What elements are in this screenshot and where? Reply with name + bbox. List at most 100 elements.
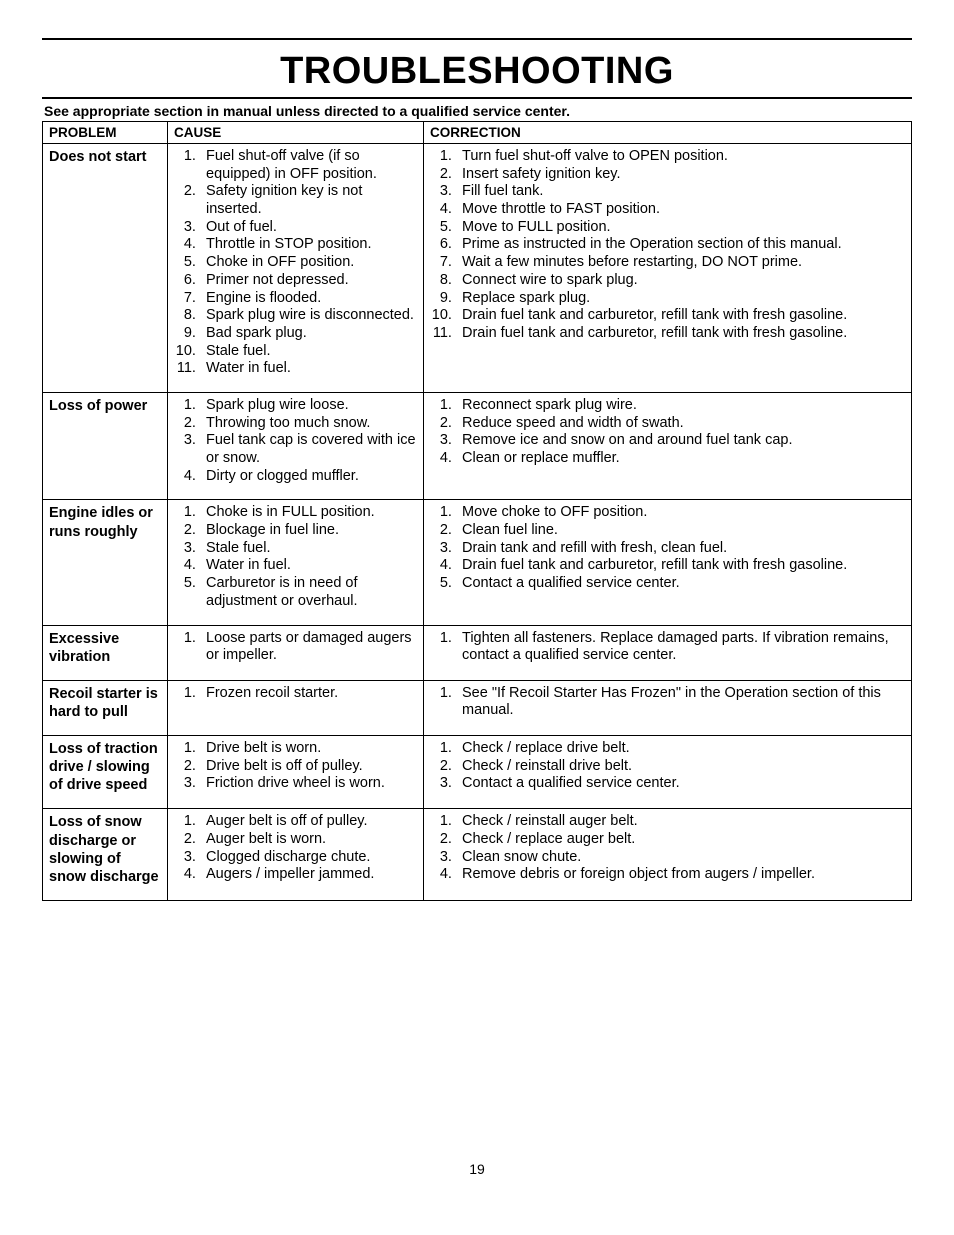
cause-list: Spark plug wire loose.Throwing too much … — [174, 397, 417, 485]
cause-cell: Choke is in FULL position.Blockage in fu… — [168, 500, 424, 625]
list-item: Drain tank and refill with fresh, clean … — [460, 540, 905, 558]
page: TROUBLESHOOTING See appropriate section … — [42, 38, 912, 1177]
list-item: Friction drive wheel is worn. — [204, 775, 417, 793]
correction-list: Move choke to OFF position.Clean fuel li… — [430, 504, 905, 592]
list-item: Contact a qualified service center. — [460, 775, 905, 793]
list-item: Auger belt is worn. — [204, 831, 417, 849]
cause-cell: Drive belt is worn.Drive belt is off of … — [168, 736, 424, 809]
list-item: Fuel tank cap is covered with ice or sno… — [204, 432, 417, 467]
table-row: Loss of traction drive / slowing of driv… — [43, 736, 912, 809]
list-item: Check / reinstall drive belt. — [460, 758, 905, 776]
table-row: Does not start Fuel shut-off valve (if so… — [43, 144, 912, 393]
list-item: Fill fuel tank. — [460, 183, 905, 201]
list-item: Clogged discharge chute. — [204, 849, 417, 867]
problem-cell: Recoil starter is hard to pull — [43, 680, 168, 735]
table-row: Loss of snow discharge or slowing of sno… — [43, 809, 912, 901]
cause-cell: Loose parts or damaged augers or impelle… — [168, 625, 424, 680]
cause-cell: Fuel shut-off valve (if so equipped) in … — [168, 144, 424, 393]
problem-cell: Loss of traction drive / slowing of driv… — [43, 736, 168, 809]
problem-cell: Loss of power — [43, 392, 168, 499]
correction-cell: Check / reinstall auger belt.Check / rep… — [424, 809, 912, 901]
correction-list: Turn fuel shut-off valve to OPEN positio… — [430, 148, 905, 343]
list-item: Frozen recoil starter. — [204, 685, 417, 703]
cause-cell: Frozen recoil starter. — [168, 680, 424, 735]
troubleshooting-table: PROBLEM CAUSE CORRECTION Does not startF… — [42, 121, 912, 901]
cause-cell: Auger belt is off of pulley.Auger belt i… — [168, 809, 424, 901]
problem-cell: Loss of snow discharge or slowing of sno… — [43, 809, 168, 901]
lead-sentence: See appropriate section in manual unless… — [44, 103, 912, 119]
list-item: Drain fuel tank and carburetor, refill t… — [460, 307, 905, 325]
table-row: Excessive vibration Loose parts or damage… — [43, 625, 912, 680]
list-item: Drain fuel tank and carburetor, refill t… — [460, 557, 905, 575]
list-item: Tighten all fasteners. Replace damaged p… — [460, 630, 905, 665]
list-item: Choke in OFF position. — [204, 254, 417, 272]
cause-list: Drive belt is worn.Drive belt is off of … — [174, 740, 417, 793]
list-item: Blockage in fuel line. — [204, 522, 417, 540]
header-problem: PROBLEM — [43, 122, 168, 144]
list-item: Fuel shut-off valve (if so equipped) in … — [204, 148, 417, 183]
list-item: Check / replace drive belt. — [460, 740, 905, 758]
correction-list: Check / replace drive belt.Check / reins… — [430, 740, 905, 793]
list-item: Augers / impeller jammed. — [204, 866, 417, 884]
list-item: Contact a qualified service center. — [460, 575, 905, 593]
list-item: Move throttle to FAST position. — [460, 201, 905, 219]
cause-list: Frozen recoil starter. — [174, 685, 417, 703]
list-item: Safety ignition key is not inserted. — [204, 183, 417, 218]
list-item: Check / replace auger belt. — [460, 831, 905, 849]
correction-cell: Tighten all fasteners. Replace damaged p… — [424, 625, 912, 680]
correction-list: See "If Recoil Starter Has Frozen" in th… — [430, 685, 905, 720]
correction-cell: See "If Recoil Starter Has Frozen" in th… — [424, 680, 912, 735]
list-item: Reconnect spark plug wire. — [460, 397, 905, 415]
list-item: Spark plug wire loose. — [204, 397, 417, 415]
list-item: Loose parts or damaged augers or impelle… — [204, 630, 417, 665]
problem-cell: Does not start — [43, 144, 168, 393]
page-number: 19 — [42, 1161, 912, 1177]
list-item: Bad spark plug. — [204, 325, 417, 343]
list-item: Choke is in FULL position. — [204, 504, 417, 522]
cause-cell: Spark plug wire loose.Throwing too much … — [168, 392, 424, 499]
list-item: Carburetor is in need of adjustment or o… — [204, 575, 417, 610]
title-rule — [42, 97, 912, 99]
cause-list: Loose parts or damaged augers or impelle… — [174, 630, 417, 665]
correction-list: Tighten all fasteners. Replace damaged p… — [430, 630, 905, 665]
cause-list: Choke is in FULL position.Blockage in fu… — [174, 504, 417, 610]
list-item: Engine is flooded. — [204, 290, 417, 308]
list-item: Clean or replace muffler. — [460, 450, 905, 468]
correction-cell: Move choke to OFF position.Clean fuel li… — [424, 500, 912, 625]
list-item: Water in fuel. — [204, 360, 417, 378]
list-item: Reduce speed and width of swath. — [460, 415, 905, 433]
problem-cell: Engine idles or runs roughly — [43, 500, 168, 625]
cause-list: Auger belt is off of pulley.Auger belt i… — [174, 813, 417, 884]
table-row: Loss of powerSpark plug wire loose.Throw… — [43, 392, 912, 499]
correction-cell: Turn fuel shut-off valve to OPEN positio… — [424, 144, 912, 393]
list-item: Primer not depressed. — [204, 272, 417, 290]
list-item: Stale fuel. — [204, 540, 417, 558]
correction-list: Check / reinstall auger belt.Check / rep… — [430, 813, 905, 884]
problem-cell: Excessive vibration — [43, 625, 168, 680]
header-cause: CAUSE — [168, 122, 424, 144]
list-item: Drain fuel tank and carburetor, refill t… — [460, 325, 905, 343]
table-row: Recoil starter is hard to pull Frozen rec… — [43, 680, 912, 735]
list-item: Drive belt is off of pulley. — [204, 758, 417, 776]
list-item: Water in fuel. — [204, 557, 417, 575]
list-item: Connect wire to spark plug. — [460, 272, 905, 290]
list-item: Drive belt is worn. — [204, 740, 417, 758]
correction-cell: Check / replace drive belt.Check / reins… — [424, 736, 912, 809]
list-item: Replace spark plug. — [460, 290, 905, 308]
list-item: Spark plug wire is disconnected. — [204, 307, 417, 325]
list-item: Stale fuel. — [204, 343, 417, 361]
list-item: Throwing too much snow. — [204, 415, 417, 433]
cause-list: Fuel shut-off valve (if so equipped) in … — [174, 148, 417, 378]
list-item: Move choke to OFF position. — [460, 504, 905, 522]
correction-list: Reconnect spark plug wire.Reduce speed a… — [430, 397, 905, 468]
list-item: Throttle in STOP position. — [204, 236, 417, 254]
correction-cell: Reconnect spark plug wire.Reduce speed a… — [424, 392, 912, 499]
list-item: Out of fuel. — [204, 219, 417, 237]
list-item: Move to FULL position. — [460, 219, 905, 237]
list-item: Clean snow chute. — [460, 849, 905, 867]
list-item: See "If Recoil Starter Has Frozen" in th… — [460, 685, 905, 720]
list-item: Turn fuel shut-off valve to OPEN positio… — [460, 148, 905, 166]
page-title: TROUBLESHOOTING — [42, 50, 912, 93]
list-item: Remove debris or foreign object from aug… — [460, 866, 905, 884]
list-item: Remove ice and snow on and around fuel t… — [460, 432, 905, 450]
